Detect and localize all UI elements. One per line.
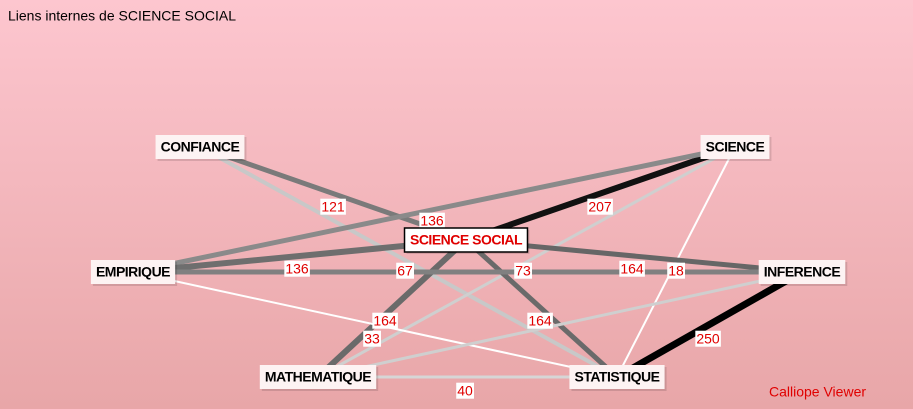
edge <box>315 237 469 380</box>
node-label: CONFIANCE <box>161 139 240 155</box>
edge <box>132 144 736 275</box>
edge-label: 164 <box>373 313 397 329</box>
edge-label-box <box>396 262 414 279</box>
title: Liens internes de SCIENCE SOCIAL <box>8 8 236 24</box>
edge-label: 40 <box>457 383 473 399</box>
footer: Calliope Viewer <box>769 384 866 400</box>
edge <box>615 268 804 381</box>
edge-label: 121 <box>321 199 345 215</box>
edge-label: 73 <box>515 263 531 279</box>
edge-label-box <box>284 260 310 277</box>
edge-label-box <box>456 382 474 399</box>
node-label: EMPIRIQUE <box>96 264 170 280</box>
edge-label: 164 <box>620 261 644 277</box>
node-box <box>90 260 176 284</box>
edge-label: 136 <box>285 261 309 277</box>
edge <box>464 238 619 379</box>
edge <box>199 145 618 379</box>
edge-label: 164 <box>528 313 552 329</box>
edge-label: 33 <box>364 331 380 347</box>
node-label: MATHEMATIQUE <box>265 369 371 385</box>
node-box <box>259 365 377 389</box>
edge-label-box <box>587 198 613 215</box>
node-label: INFERENCE <box>764 264 841 280</box>
node-box <box>700 135 770 159</box>
edge-label: 207 <box>588 199 612 215</box>
node-label: SCIENCE SOCIAL <box>410 232 523 248</box>
edge <box>465 144 736 243</box>
edge <box>317 145 736 379</box>
node-box <box>155 135 245 159</box>
edge-label-box <box>372 312 398 329</box>
node-box <box>403 227 529 253</box>
edge-label: 136 <box>420 213 444 229</box>
node-label: SCIENCE <box>706 139 765 155</box>
edge-label-box <box>695 330 721 347</box>
node-box <box>569 365 665 389</box>
edge-label-box <box>527 312 553 329</box>
edge-label: 18 <box>668 263 684 279</box>
edge-label: 250 <box>696 331 720 347</box>
edge-label-box <box>514 262 532 279</box>
edge-label-box <box>419 212 445 229</box>
edge <box>317 270 803 379</box>
edge-label-box <box>667 262 685 279</box>
edge-label: 67 <box>397 263 413 279</box>
edge-label-box <box>320 198 346 215</box>
edge-label-box <box>363 330 381 347</box>
node-box <box>758 260 846 284</box>
node-label: STATISTIQUE <box>575 369 660 385</box>
edge-label-box <box>619 260 645 277</box>
